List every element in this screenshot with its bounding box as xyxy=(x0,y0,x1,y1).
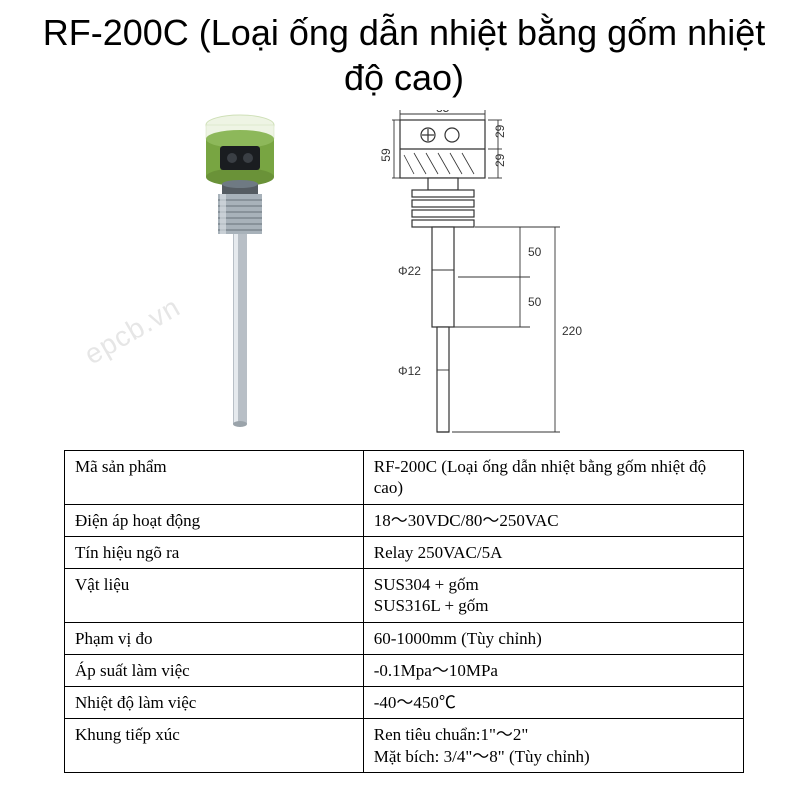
page-title: RF-200C (Loại ống dẫn nhiệt bằng gốm nhi… xyxy=(0,0,808,100)
spec-value: Relay 250VAC/5A xyxy=(363,536,743,568)
spec-value: Ren tiêu chuẩn:1"～2" Mặt bích: 3/4"～8" (… xyxy=(363,719,743,773)
spec-label: Vật liệu xyxy=(65,569,364,623)
dim-220: 220 xyxy=(562,324,582,338)
spec-label: Phạm vị đo xyxy=(65,622,364,654)
table-row: Điện áp hoạt động18～30VDC/80～250VAC xyxy=(65,504,744,536)
dim-dia12: Φ12 xyxy=(398,364,421,378)
spec-label: Khung tiếp xúc xyxy=(65,719,364,773)
spec-label: Tín hiệu ngõ ra xyxy=(65,536,364,568)
spec-value: -0.1Mpa～10MPa xyxy=(363,654,743,686)
spec-label: Nhiệt độ làm việc xyxy=(65,687,364,719)
spec-value: -40～450℃ xyxy=(363,687,743,719)
table-row: Nhiệt độ làm việc-40～450℃ xyxy=(65,687,744,719)
table-row: Phạm vị đo60-1000mm (Tùy chỉnh) xyxy=(65,622,744,654)
dim-top-width: 85 xyxy=(436,110,450,115)
spec-label: Mã sản phẩm xyxy=(65,451,364,505)
spec-value: RF-200C (Loại ống dẫn nhiệt bằng gốm nhi… xyxy=(363,451,743,505)
spec-table: Mã sản phẩmRF-200C (Loại ống dẫn nhiệt b… xyxy=(64,450,744,773)
table-row: Mã sản phẩmRF-200C (Loại ống dẫn nhiệt b… xyxy=(65,451,744,505)
table-row: Tín hiệu ngõ raRelay 250VAC/5A xyxy=(65,536,744,568)
spec-label: Điện áp hoạt động xyxy=(65,504,364,536)
spec-value: 18～30VDC/80～250VAC xyxy=(363,504,743,536)
figures-area: epcb.vn xyxy=(0,110,808,445)
technical-diagram: 85 29 29 59 Φ22 xyxy=(370,110,630,440)
table-row: Vật liệuSUS304 + gốm SUS316L + gốm xyxy=(65,569,744,623)
spec-value: 60-1000mm (Tùy chỉnh) xyxy=(363,622,743,654)
spec-value: SUS304 + gốm SUS316L + gốm xyxy=(363,569,743,623)
dim-dia22: Φ22 xyxy=(398,264,421,278)
spec-label: Áp suất làm việc xyxy=(65,654,364,686)
dim-h2: 29 xyxy=(493,153,507,167)
table-row: Khung tiếp xúcRen tiêu chuẩn:1"～2" Mặt b… xyxy=(65,719,744,773)
dim-h1: 29 xyxy=(493,124,507,138)
dim-neck: 59 xyxy=(379,148,393,162)
table-row: Áp suất làm việc-0.1Mpa～10MPa xyxy=(65,654,744,686)
dim-50b: 50 xyxy=(528,295,542,309)
dim-50a: 50 xyxy=(528,245,542,259)
product-photo xyxy=(160,110,320,440)
